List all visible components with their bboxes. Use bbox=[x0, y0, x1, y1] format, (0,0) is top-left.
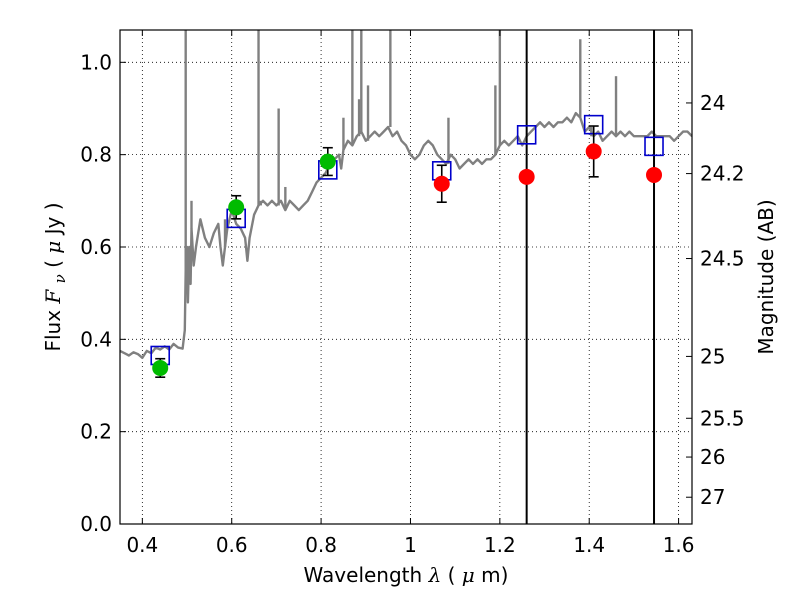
y-axis-label-symbol-sub: ν bbox=[51, 274, 69, 283]
y2-axis-label: Magnitude (AB) bbox=[754, 199, 778, 354]
observed-flux-point bbox=[518, 168, 535, 185]
grid bbox=[120, 30, 692, 525]
model-flux-square bbox=[644, 136, 664, 157]
y2-tick-label: 25.5 bbox=[700, 406, 745, 430]
observed-flux-point bbox=[646, 166, 663, 183]
y2-tick-label: 25 bbox=[700, 344, 725, 368]
y-axis-label-unit-mu: μ bbox=[41, 241, 65, 254]
y-tick-label: 0.2 bbox=[80, 420, 112, 444]
y-axis-label-unit-open: ( bbox=[41, 254, 65, 268]
y-tick-label: 1.0 bbox=[80, 50, 112, 74]
x-axis-label-unit-open: ( bbox=[448, 563, 456, 587]
observed-flux-point bbox=[228, 199, 245, 216]
y-tick-label: 0.6 bbox=[80, 235, 112, 259]
x-tick-label: 1.2 bbox=[484, 533, 516, 557]
y-tick-label: 0.4 bbox=[80, 327, 112, 351]
y-axis-label: Flux F ν ( μ Jy ) bbox=[41, 202, 70, 351]
x-tick-label: 1.6 bbox=[663, 533, 695, 557]
y-axis-label-unit-close: Jy ) bbox=[41, 202, 65, 236]
x-tick-label: 1.4 bbox=[573, 533, 605, 557]
x-axis-label-text: Wavelength bbox=[304, 563, 423, 587]
observed-flux-point bbox=[319, 153, 336, 170]
axis-ticks: 0.4 0.6 0.8 1 1.2 1.4 1.6 0.0 0.2 0.4 0.6 0.8 1.0 24 2… bbox=[80, 30, 745, 557]
x-axis-label-unit-close: m) bbox=[481, 563, 508, 587]
plot-frame bbox=[119, 29, 693, 525]
x-axis-label: Wavelength λ ( μ m) bbox=[304, 563, 509, 587]
x-tick-label: 1 bbox=[404, 533, 417, 557]
y-tick-label: 0.0 bbox=[80, 512, 112, 536]
plot-area bbox=[120, 30, 692, 524]
observed-flux-point bbox=[433, 175, 450, 192]
model-flux-square bbox=[516, 125, 537, 145]
y-axis-label-text: Flux bbox=[41, 310, 65, 352]
x-tick-label: 0.6 bbox=[216, 533, 248, 557]
x-axis-label-unit-mu: μ bbox=[462, 563, 475, 587]
y2-tick-label: 24.2 bbox=[700, 162, 745, 186]
observed-flux-point bbox=[152, 359, 169, 376]
observed-flux-point bbox=[585, 143, 602, 160]
spectrum-line bbox=[120, 111, 692, 359]
y2-tick-label: 24.5 bbox=[700, 247, 745, 271]
y-tick-label: 0.8 bbox=[80, 143, 112, 167]
y-axis-label-symbol: F bbox=[41, 289, 65, 305]
x-tick-label: 0.4 bbox=[126, 533, 158, 557]
y2-tick-label: 27 bbox=[700, 485, 725, 509]
y2-tick-label: 24 bbox=[700, 91, 725, 115]
y2-tick-label: 26 bbox=[700, 445, 725, 469]
x-axis-label-symbol: λ bbox=[428, 563, 442, 587]
x-tick-label: 0.8 bbox=[305, 533, 337, 557]
